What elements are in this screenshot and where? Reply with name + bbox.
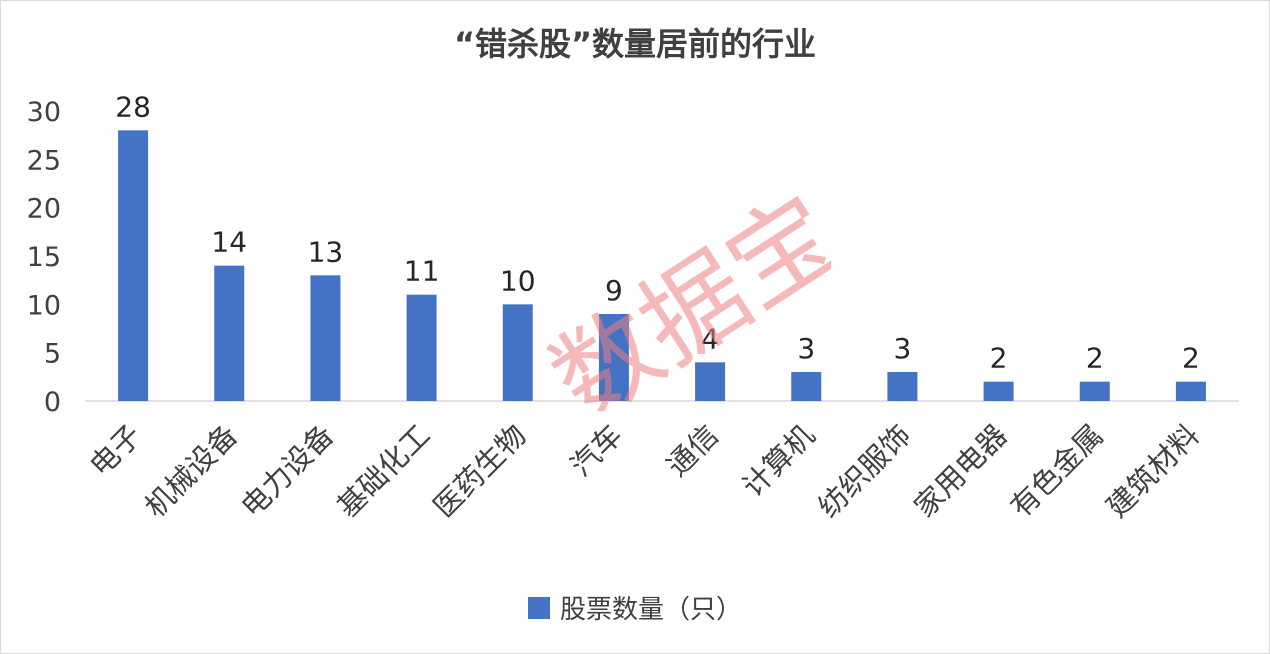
data-label: 4 <box>701 322 719 355</box>
data-label: 10 <box>500 264 536 297</box>
x-tick-label: 家用电器 <box>907 418 1013 524</box>
x-tick-label: 汽车 <box>564 418 629 483</box>
x-tick-label: 计算机 <box>736 418 822 504</box>
data-label: 28 <box>115 90 151 123</box>
x-tick-label: 有色金属 <box>1004 418 1110 524</box>
bar <box>598 314 629 401</box>
bars <box>118 130 1206 402</box>
data-label: 13 <box>308 235 344 268</box>
data-label: 3 <box>797 332 815 365</box>
bar <box>214 265 245 401</box>
data-label: 2 <box>1182 342 1200 375</box>
y-tick-label: 10 <box>27 290 61 321</box>
x-tick-label: 机械设备 <box>138 418 244 524</box>
chart-title: “错杀股”数量居前的行业 <box>453 25 817 63</box>
data-label: 2 <box>990 342 1008 375</box>
bar <box>406 294 437 401</box>
x-tick-label: 基础化工 <box>330 418 436 524</box>
data-label: 9 <box>605 274 623 307</box>
y-tick-label: 5 <box>44 339 61 370</box>
x-tick-label: 电力设备 <box>234 418 340 524</box>
bar <box>1079 381 1110 401</box>
bar <box>118 130 149 402</box>
bar <box>887 372 918 401</box>
y-tick-label: 25 <box>27 145 61 176</box>
legend-swatch <box>527 596 550 619</box>
data-labels: 28 14 13 11 10 9 4 3 3 2 2 2 <box>115 90 1200 374</box>
x-tick-label: 纺织服饰 <box>811 418 917 524</box>
x-tick-label: 电子 <box>83 418 148 483</box>
data-label: 11 <box>404 255 440 288</box>
y-tick-label: 30 <box>27 97 61 128</box>
data-label: 2 <box>1086 342 1104 375</box>
bar <box>791 372 822 401</box>
bar <box>310 275 341 401</box>
y-tick-label: 20 <box>27 194 61 225</box>
bar <box>695 362 726 401</box>
data-label: 14 <box>211 226 247 259</box>
y-tick-label: 15 <box>27 242 61 273</box>
data-label: 3 <box>894 332 912 365</box>
bar <box>502 304 533 401</box>
x-tick-label: 通信 <box>660 418 725 483</box>
y-tick-label: 0 <box>44 387 61 418</box>
legend-label: 股票数量（只） <box>559 595 742 625</box>
legend: 股票数量（只） <box>1 589 1269 626</box>
bar-chart: 0 5 10 15 20 25 30 28 14 13 11 10 9 4 3 3 2 2 2 电子机械设备电力设… <box>27 90 1239 524</box>
x-tick-label: 建筑材料 <box>1100 418 1206 524</box>
x-tick-label: 医药生物 <box>427 418 533 524</box>
bar <box>1175 381 1206 401</box>
bar <box>983 381 1014 401</box>
y-axis-ticks: 0 5 10 15 20 25 30 <box>27 97 61 418</box>
